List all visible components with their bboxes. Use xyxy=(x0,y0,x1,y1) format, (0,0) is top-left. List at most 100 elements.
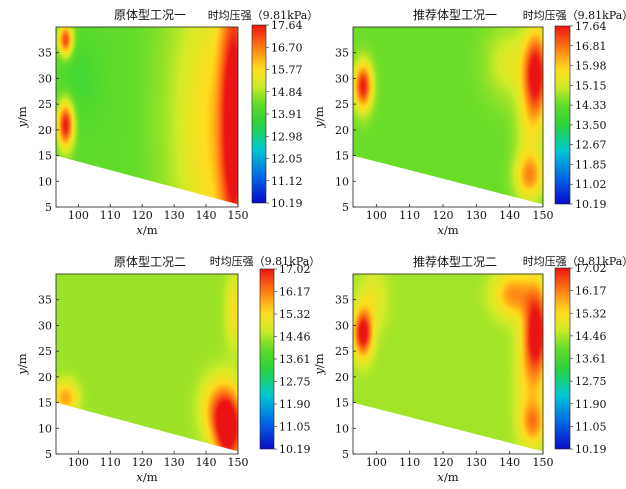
colorbar-tick-label: 10.19 xyxy=(279,443,311,456)
x-tick-label: 110 xyxy=(100,456,121,469)
y-tick-label: 10 xyxy=(335,175,349,188)
colorbar-title: 时均压强（9.81kPa） xyxy=(523,9,626,22)
colorbar-tick-label: 13.61 xyxy=(279,353,311,366)
x-tick-label: 120 xyxy=(433,209,454,222)
y-tick-label: 10 xyxy=(335,422,349,435)
x-tick-label: 120 xyxy=(132,209,153,222)
colorbar-tick-label: 11.85 xyxy=(575,158,607,171)
colorbar-tick-label: 13.61 xyxy=(575,353,607,366)
x-tick-label: 140 xyxy=(196,209,217,222)
x-tick-label: 100 xyxy=(68,456,89,469)
x-tick-label: 120 xyxy=(132,456,153,469)
x-tick-label: 150 xyxy=(228,209,249,222)
x-axis-label: x/m xyxy=(437,470,458,484)
x-tick-label: 130 xyxy=(466,209,487,222)
x-tick-label: 110 xyxy=(100,209,121,222)
x-axis-label: x/m xyxy=(437,223,458,237)
colorbar-tick-label: 12.75 xyxy=(575,375,607,388)
x-axis-label: x/m xyxy=(136,470,157,484)
y-tick-label: 35 xyxy=(335,47,349,60)
plot-frame xyxy=(352,273,544,455)
y-tick-label: 25 xyxy=(38,345,52,358)
colorbar-tick-label: 13.50 xyxy=(575,119,607,132)
x-tick-label: 150 xyxy=(533,456,554,469)
colorbar-tick-label: 17.64 xyxy=(271,19,303,32)
colorbar-tick-label: 14.46 xyxy=(575,330,607,343)
y-tick-label: 15 xyxy=(38,150,52,163)
y-tick-label: 30 xyxy=(335,72,349,85)
y-tick-label: 20 xyxy=(38,371,52,384)
y-tick-label: 5 xyxy=(45,201,52,214)
panel-title: 推荐体型工况二 xyxy=(413,255,497,269)
y-tick-label: 15 xyxy=(335,397,349,410)
colorbar-title: 时均压强（9.81kPa） xyxy=(210,255,321,268)
x-tick-label: 150 xyxy=(533,209,554,222)
colorbar-tick-label: 15.32 xyxy=(279,308,311,321)
panel-title: 推荐体型工况一 xyxy=(413,8,497,22)
y-tick-label: 15 xyxy=(335,150,349,163)
colorbar-tick-label: 11.05 xyxy=(279,421,311,434)
y-axis-label: y/m xyxy=(312,353,326,375)
colorbar-tick-label: 14.33 xyxy=(575,99,607,112)
colorbar xyxy=(259,268,275,450)
colorbar-tick-label: 10.19 xyxy=(575,443,607,456)
colorbar-tick-label: 12.75 xyxy=(279,376,311,389)
y-tick-label: 5 xyxy=(45,448,52,461)
heatmap-panel-2: 100 110 120 130 140 150 5 10 15 20 25 30 35 x/m y/m 推荐体… xyxy=(312,8,626,237)
panel-title: 原体型工况二 xyxy=(114,255,186,269)
y-tick-label: 25 xyxy=(38,98,52,111)
colorbar-tick-label: 11.12 xyxy=(271,175,303,188)
colorbar-tick-label: 10.19 xyxy=(575,198,607,211)
y-tick-label: 30 xyxy=(335,319,349,332)
colorbar-tick-label: 12.98 xyxy=(271,130,303,143)
x-axis-label: x/m xyxy=(136,223,157,237)
y-tick-label: 20 xyxy=(38,124,52,137)
colorbar-tick-label: 17.02 xyxy=(279,263,311,276)
y-tick-label: 30 xyxy=(38,319,52,332)
colorbar xyxy=(251,24,267,204)
colorbar-tick-label: 16.70 xyxy=(271,41,303,54)
colorbar-tick-label: 17.02 xyxy=(575,262,607,275)
plot-frame xyxy=(352,26,544,208)
x-tick-label: 100 xyxy=(366,456,387,469)
colorbar-tick-label: 16.17 xyxy=(279,286,311,299)
colorbar-tick-label: 15.32 xyxy=(575,307,607,320)
x-tick-label: 100 xyxy=(68,209,89,222)
y-tick-label: 10 xyxy=(38,422,52,435)
y-tick-label: 35 xyxy=(335,294,349,307)
x-tick-label: 140 xyxy=(196,456,217,469)
y-axis-label: y/m xyxy=(15,353,29,375)
colorbar xyxy=(554,267,571,450)
colorbar-tick-label: 11.90 xyxy=(279,398,311,411)
x-tick-label: 130 xyxy=(164,456,185,469)
x-tick-label: 140 xyxy=(499,209,520,222)
y-tick-label: 20 xyxy=(335,371,349,384)
x-tick-label: 140 xyxy=(499,456,520,469)
heatmap-panel-1: 100 110 120 130 140 150 5 10 15 20 25 30 35 x/m y/m 原体型… xyxy=(15,8,318,237)
y-tick-label: 5 xyxy=(342,448,349,461)
colorbar-tick-label: 14.84 xyxy=(271,86,303,99)
colorbar xyxy=(554,25,571,205)
x-tick-label: 110 xyxy=(399,209,420,222)
colorbar-tick-label: 15.77 xyxy=(271,64,303,77)
y-axis-label: y/m xyxy=(15,106,29,128)
x-tick-label: 100 xyxy=(366,209,387,222)
y-tick-label: 20 xyxy=(335,124,349,137)
y-tick-label: 30 xyxy=(38,72,52,85)
x-tick-label: 110 xyxy=(399,456,420,469)
colorbar-tick-label: 12.05 xyxy=(271,153,303,166)
y-tick-label: 25 xyxy=(335,345,349,358)
y-tick-label: 35 xyxy=(38,294,52,307)
colorbar-tick-label: 11.90 xyxy=(575,398,607,411)
colorbar-tick-label: 12.67 xyxy=(575,139,607,152)
colorbar-title: 时均压强（9.81kPa） xyxy=(523,255,626,268)
x-tick-label: 120 xyxy=(433,456,454,469)
colorbar-tick-label: 11.05 xyxy=(575,420,607,433)
y-tick-label: 5 xyxy=(342,201,349,214)
heatmap-panel-3: 100 110 120 130 140 150 5 10 15 20 25 30 35 x/m y/m 原体型… xyxy=(15,255,320,484)
heatmap-panel-4: 100 110 120 130 140 150 5 10 15 20 25 30 35 x/m y/m 推荐体… xyxy=(312,255,626,484)
plot-frame xyxy=(55,273,239,455)
y-tick-label: 15 xyxy=(38,397,52,410)
y-tick-label: 10 xyxy=(38,175,52,188)
